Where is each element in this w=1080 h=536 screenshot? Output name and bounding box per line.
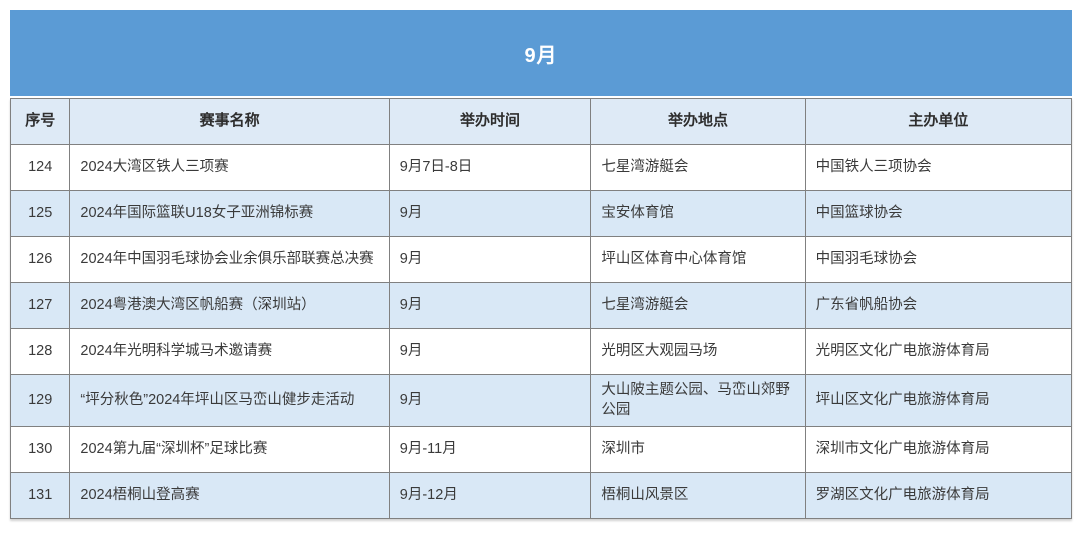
cell-no: 129 — [9, 373, 71, 428]
events-table: 序号 赛事名称 举办时间 举办地点 主办单位 124 2024大湾区铁人三项赛 … — [9, 98, 1073, 520]
col-header-time: 举办时间 — [388, 98, 592, 145]
cell-venue: 七星湾游艇会 — [590, 282, 806, 329]
cell-event-name: 2024年光明科学城马术邀请赛 — [69, 328, 390, 375]
cell-event-name: “坪分秋色”2024年坪山区马峦山健步走活动 — [69, 373, 390, 428]
col-header-venue: 举办地点 — [590, 98, 806, 145]
cell-no: 125 — [9, 190, 71, 237]
cell-venue: 光明区大观园马场 — [590, 328, 806, 375]
cell-event-name: 2024年国际篮联U18女子亚洲锦标赛 — [69, 190, 390, 237]
cell-organizer: 坪山区文化广电旅游体育局 — [804, 373, 1073, 428]
cell-venue: 宝安体育馆 — [590, 190, 806, 237]
table-row: 124 2024大湾区铁人三项赛 9月7日-8日 七星湾游艇会 中国铁人三项协会 — [9, 144, 1073, 191]
table-row: 125 2024年国际篮联U18女子亚洲锦标赛 9月 宝安体育馆 中国篮球协会 — [9, 190, 1073, 237]
cell-no: 130 — [9, 426, 71, 474]
month-banner: 9月 — [10, 10, 1072, 96]
cell-time: 9月-11月 — [388, 426, 592, 474]
cell-organizer: 光明区文化广电旅游体育局 — [804, 328, 1073, 375]
cell-no: 128 — [9, 328, 71, 375]
cell-organizer: 中国羽毛球协会 — [804, 236, 1073, 283]
cell-no: 124 — [9, 144, 71, 191]
col-header-no: 序号 — [9, 98, 71, 145]
cell-event-name: 2024年中国羽毛球协会业余俱乐部联赛总决赛 — [69, 236, 390, 283]
cell-event-name: 2024粤港澳大湾区帆船赛（深圳站） — [69, 282, 390, 329]
cell-time: 9月 — [388, 236, 592, 283]
cell-time: 9月-12月 — [388, 472, 592, 520]
cell-venue: 坪山区体育中心体育馆 — [590, 236, 806, 283]
events-schedule-page: 9月 序号 赛事名称 举办时间 举办地点 主办单位 124 2024大湾区铁人三… — [9, 10, 1073, 520]
cell-event-name: 2024第九届“深圳杯”足球比赛 — [69, 426, 390, 474]
cell-organizer: 罗湖区文化广电旅游体育局 — [804, 472, 1073, 520]
col-header-event-name: 赛事名称 — [69, 98, 390, 145]
table-row: 129 “坪分秋色”2024年坪山区马峦山健步走活动 9月 大山陂主题公园、马峦… — [9, 373, 1073, 428]
cell-event-name: 2024大湾区铁人三项赛 — [69, 144, 390, 191]
cell-time: 9月 — [388, 373, 592, 428]
cell-organizer: 广东省帆船协会 — [804, 282, 1073, 329]
table-row: 128 2024年光明科学城马术邀请赛 9月 光明区大观园马场 光明区文化广电旅… — [9, 328, 1073, 375]
cell-event-name: 2024梧桐山登高赛 — [69, 472, 390, 520]
table-row: 127 2024粤港澳大湾区帆船赛（深圳站） 9月 七星湾游艇会 广东省帆船协会 — [9, 282, 1073, 329]
cell-venue: 七星湾游艇会 — [590, 144, 806, 191]
cell-no: 127 — [9, 282, 71, 329]
table-row: 131 2024梧桐山登高赛 9月-12月 梧桐山风景区 罗湖区文化广电旅游体育… — [9, 472, 1073, 520]
cell-venue: 大山陂主题公园、马峦山郊野公园 — [590, 373, 806, 428]
table-row: 126 2024年中国羽毛球协会业余俱乐部联赛总决赛 9月 坪山区体育中心体育馆… — [9, 236, 1073, 283]
cell-venue: 深圳市 — [590, 426, 806, 474]
cell-organizer: 中国铁人三项协会 — [804, 144, 1073, 191]
cell-organizer: 深圳市文化广电旅游体育局 — [804, 426, 1073, 474]
header-row: 序号 赛事名称 举办时间 举办地点 主办单位 — [9, 98, 1073, 145]
cell-time: 9月 — [388, 190, 592, 237]
cell-organizer: 中国篮球协会 — [804, 190, 1073, 237]
cell-no: 126 — [9, 236, 71, 283]
cell-time: 9月7日-8日 — [388, 144, 592, 191]
cell-time: 9月 — [388, 328, 592, 375]
cell-venue: 梧桐山风景区 — [590, 472, 806, 520]
col-header-organizer: 主办单位 — [804, 98, 1073, 145]
month-title: 9月 — [524, 44, 558, 67]
table-row: 130 2024第九届“深圳杯”足球比赛 9月-11月 深圳市 深圳市文化广电旅… — [9, 426, 1073, 474]
cell-no: 131 — [9, 472, 71, 520]
cell-time: 9月 — [388, 282, 592, 329]
